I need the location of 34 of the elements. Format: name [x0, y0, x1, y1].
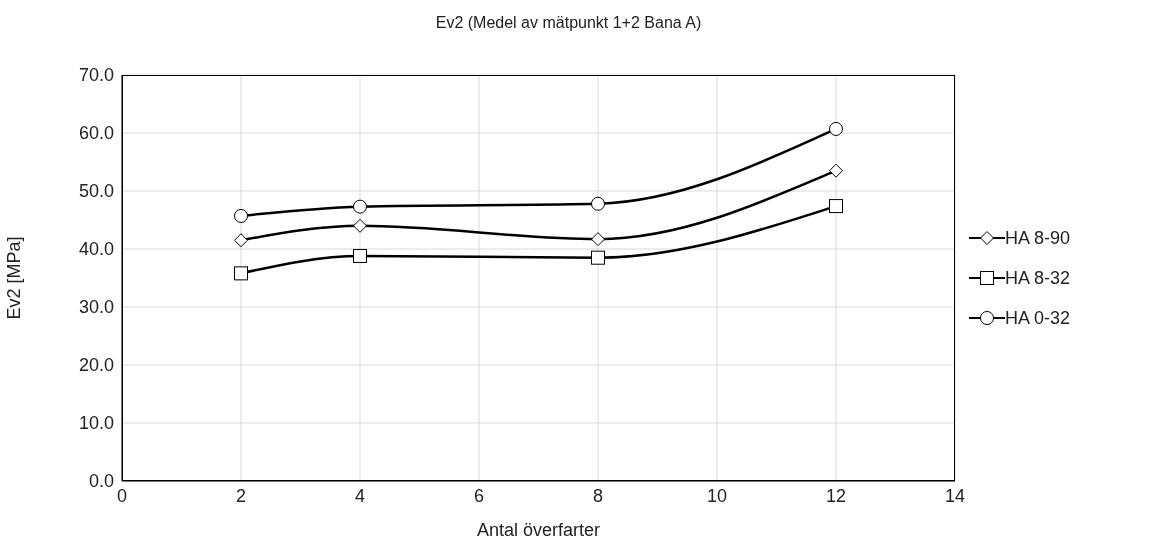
legend-label: HA 8-32: [1005, 267, 1071, 289]
x-tick-label: 12: [825, 485, 847, 506]
y-tick-label: 50.0: [78, 181, 114, 202]
x-axis-title: Antal överfarter: [475, 520, 602, 541]
point: [353, 218, 367, 233]
point: [591, 232, 605, 247]
x-tick-label: 10: [706, 485, 728, 506]
legend-label: HA 8-90: [1005, 227, 1071, 249]
x-tick-label: 8: [592, 485, 604, 506]
point: [591, 196, 605, 211]
point: [829, 199, 843, 214]
point: [234, 233, 248, 248]
point: [829, 121, 843, 136]
chart-title: Ev2 (Medel av mätpunkt 1+2 Bana A): [434, 14, 703, 32]
legend-label: HA 0-32: [1005, 307, 1071, 329]
point: [591, 250, 605, 265]
y-tick-label: 10.0: [78, 413, 114, 434]
y-tick-label: 30.0: [78, 297, 114, 318]
x-tick-label: 4: [354, 485, 366, 506]
x-tick-label: 2: [235, 485, 247, 506]
y-tick-label: 20.0: [78, 355, 114, 376]
y-axis-title: Ev2 [MPa]: [3, 236, 25, 320]
point: [234, 208, 248, 223]
point: [234, 266, 248, 281]
point: [829, 163, 843, 178]
y-tick-label: 40.0: [78, 239, 114, 260]
y-tick-label: 0.0: [88, 471, 114, 492]
x-tick-label: 14: [944, 485, 966, 506]
y-tick-label: 70.0: [78, 65, 114, 86]
point: [353, 199, 367, 214]
x-tick-label: 6: [473, 485, 485, 506]
y-tick-label: 60.0: [78, 123, 114, 144]
x-tick-label: 0: [116, 485, 128, 506]
point: [353, 248, 367, 263]
